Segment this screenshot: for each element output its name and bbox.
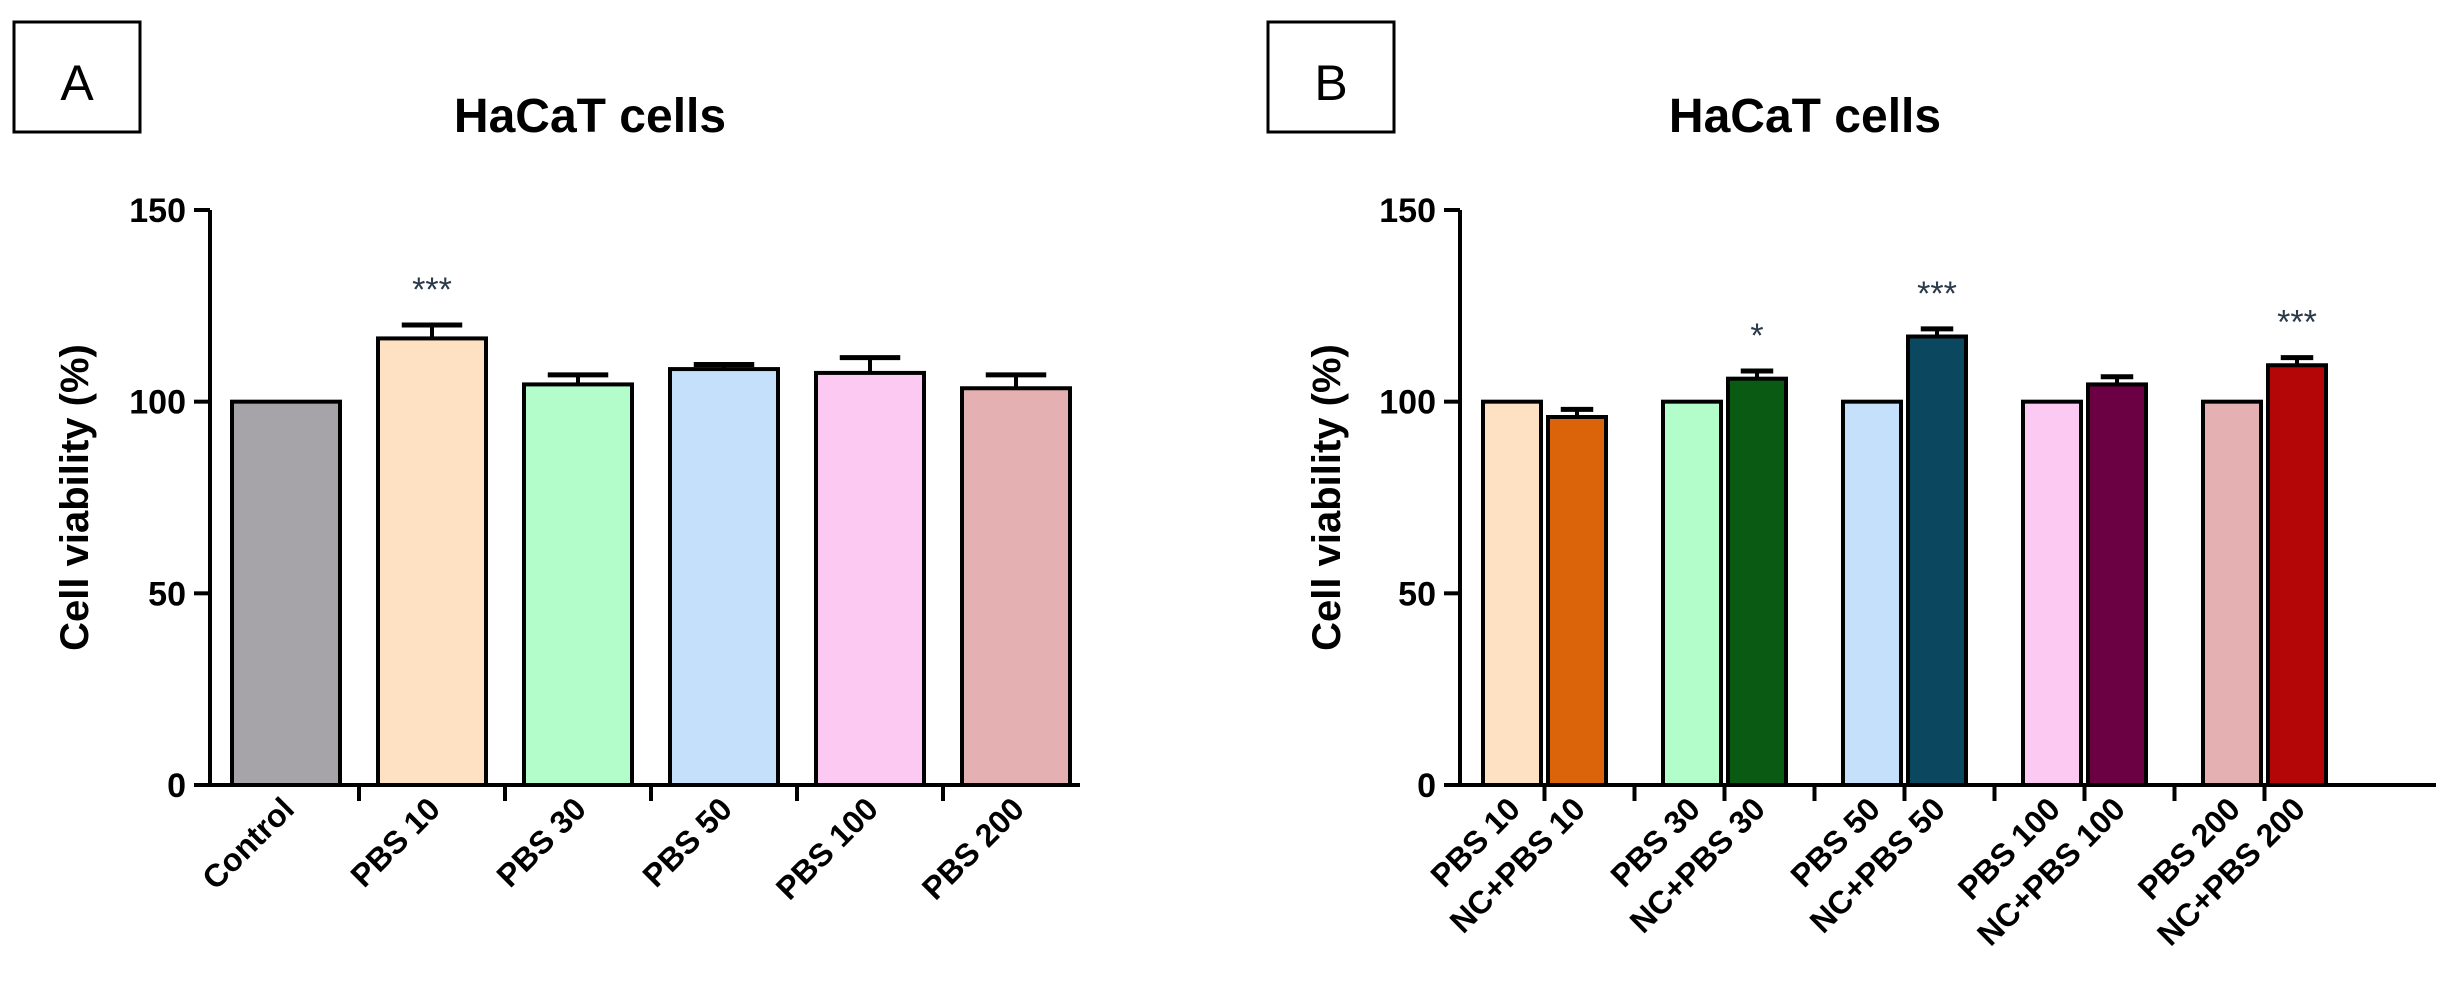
bar-nc-pbs-100 <box>2086 382 2148 787</box>
y-tick-label: 100 <box>1379 384 1436 422</box>
y-tick-label: 100 <box>129 384 186 422</box>
panel-label-box <box>1266 20 1396 134</box>
panel-label: A <box>60 55 94 111</box>
x-tick-label: PBS 10 <box>344 790 447 893</box>
bar-pbs-30 <box>1661 399 1723 787</box>
y-tick-label: 150 <box>129 192 186 230</box>
bar-pbs-50 <box>1841 399 1903 787</box>
bar-nc-pbs-200 <box>2266 363 2328 787</box>
bar-pbs-50 <box>668 367 780 787</box>
significance-marker: *** <box>2277 304 2317 342</box>
chart-title: HaCaT cells <box>1669 90 1941 143</box>
bar-nc-pbs-50 <box>1906 334 1968 787</box>
bar-pbs-200 <box>960 386 1072 787</box>
significance-marker: * <box>1750 317 1763 355</box>
bar-nc-pbs-30 <box>1726 376 1788 787</box>
significance-marker: *** <box>1917 275 1957 313</box>
significance-marker: *** <box>412 271 452 309</box>
y-axis-label: Cell viability (%) <box>53 344 97 651</box>
bar-pbs-30 <box>522 382 634 787</box>
y-tick-label: 0 <box>167 767 186 805</box>
chart-panel-b: B HaCaT cells Cell viability (%) 0 50 100 150 *… <box>1266 20 2436 952</box>
bar-control <box>230 399 342 787</box>
bar-pbs-200 <box>2201 399 2263 787</box>
y-tick-label: 150 <box>1379 192 1436 230</box>
bar-pbs-100 <box>814 370 926 787</box>
bar-pbs-100 <box>2021 399 2083 787</box>
bar-nc-pbs-10 <box>1546 415 1608 787</box>
chart-panel-a: A HaCaT cells Cell viability (%) 0 50 100 150 *… <box>12 20 1080 907</box>
y-tick-label: 0 <box>1417 767 1436 805</box>
y-axis-label: Cell viability (%) <box>1305 344 1349 651</box>
x-tick-label: PBS 200 <box>915 790 1031 906</box>
x-tick-label: PBS 100 <box>769 790 885 906</box>
chart-title: HaCaT cells <box>454 90 726 143</box>
bar-pbs-10 <box>1481 399 1543 787</box>
bar-pbs-10 <box>376 336 488 787</box>
x-tick-label: PBS 30 <box>490 790 593 893</box>
x-tick-label: PBS 50 <box>636 790 739 893</box>
x-tick-label: Control <box>195 790 301 896</box>
y-tick-label: 50 <box>1398 575 1436 613</box>
panel-label: B <box>1314 55 1347 111</box>
y-tick-label: 50 <box>148 575 186 613</box>
panel-label-box <box>12 20 142 134</box>
